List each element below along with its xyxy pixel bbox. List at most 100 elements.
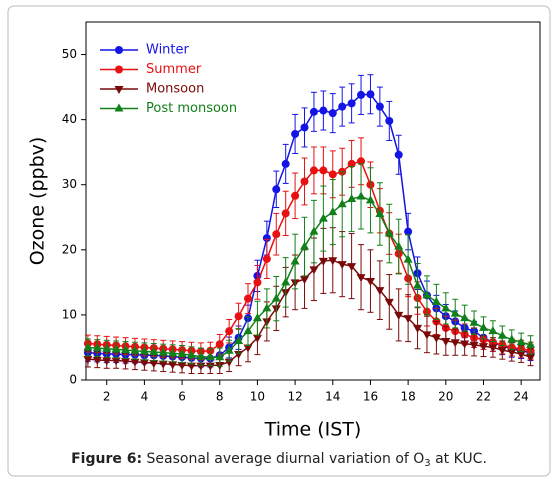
marker [357,157,366,166]
y-tick-label: 20 [62,242,77,256]
series [83,227,536,374]
marker [347,263,357,272]
marker [422,290,432,299]
marker [102,343,112,352]
marker [478,322,488,331]
x-tick-label: 18 [400,390,415,404]
marker [356,191,366,200]
marker [347,159,356,168]
legend-entry: Monsoon [100,82,204,97]
marker [281,159,290,168]
marker [158,347,168,356]
marker [196,351,206,360]
y-tick-label: 10 [62,307,77,321]
marker [394,150,403,159]
marker [422,331,432,340]
marker [488,344,498,353]
x-tick-label: 4 [141,390,149,404]
marker [431,296,441,305]
marker [469,341,479,350]
series [83,163,536,367]
legend-label: Monsoon [146,82,204,97]
marker [347,194,357,203]
marker [291,191,300,200]
marker [375,209,385,218]
marker [460,313,470,322]
marker [338,102,347,111]
marker [385,116,394,125]
marker [205,352,215,361]
marker [300,123,309,132]
y-tick-label: 30 [62,177,77,191]
marker [225,327,234,336]
marker [450,339,460,348]
marker [403,254,413,263]
marker [121,358,131,367]
marker [318,257,328,266]
marker [291,129,300,138]
marker [186,350,196,359]
marker [469,317,479,326]
y-tick-label: 40 [62,112,77,126]
marker [413,324,423,333]
marker [262,303,272,312]
legend-label: Post monsoon [146,101,237,116]
marker [384,298,394,307]
marker [488,326,498,335]
marker [253,278,262,287]
y-tick-label: 0 [69,373,77,387]
marker [149,360,159,369]
marker [215,352,225,361]
x-tick-label: 10 [250,390,265,404]
plot-frame [85,21,541,381]
legend-label: Winter [146,43,190,58]
marker [224,345,234,354]
caption-rest: at KUC. [431,451,487,467]
marker [526,354,536,363]
marker [450,308,460,317]
marker [111,344,121,353]
marker [375,102,384,111]
marker [102,357,112,366]
marker [300,241,310,250]
marker [114,103,124,112]
marker [365,278,375,287]
marker [328,109,337,118]
x-tick-label: 2 [103,390,111,404]
marker [318,213,328,222]
marker [130,358,140,367]
x-tick-label: 24 [514,390,529,404]
marker [243,326,253,335]
x-axis-label: Time (IST) [264,419,362,441]
marker [478,343,488,352]
marker [394,311,404,320]
marker [177,348,187,357]
marker [252,334,262,343]
marker [309,226,319,235]
marker [441,337,451,346]
marker [347,99,356,108]
marker [497,347,507,356]
marker [130,345,140,354]
marker [319,166,328,175]
marker [337,199,347,208]
legend-entry: Summer [100,62,202,77]
marker [139,346,149,355]
x-tick-label: 8 [216,390,224,404]
caption-label: Figure 6: [71,451,142,467]
x-tick-label: 20 [438,390,453,404]
marker [300,177,309,186]
marker [92,343,102,352]
marker [507,334,517,343]
x-tick-label: 12 [287,390,302,404]
marker [375,287,385,296]
marker [281,209,290,218]
caption-text: Seasonal average diurnal variation of O [147,451,425,467]
marker [262,254,271,263]
marker [300,276,310,285]
marker [403,315,413,324]
marker [413,280,423,289]
marker [262,234,271,243]
marker [158,360,168,369]
